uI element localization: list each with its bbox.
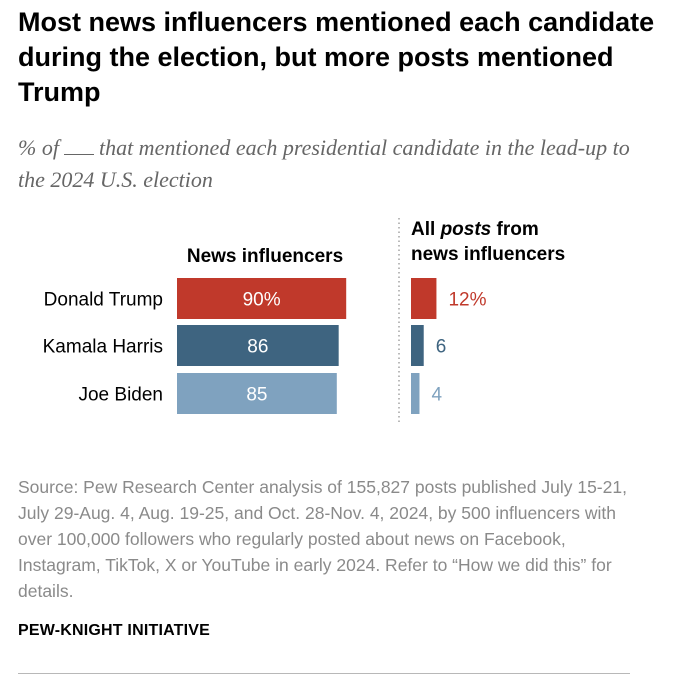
- series-header-all-posts: All posts from: [411, 219, 539, 240]
- bar-all-posts: [411, 325, 424, 366]
- brand-label: PEW-KNIGHT INITIATIVE: [18, 622, 211, 639]
- subtitle-suffix: that mentioned each presidential candida…: [18, 135, 630, 192]
- category-label: Kamala Harris: [43, 337, 163, 358]
- data-label-all-posts: 6: [436, 337, 447, 358]
- data-label-all-posts: 12%: [448, 290, 486, 311]
- data-label-news-influencers: 90%: [243, 290, 281, 311]
- data-label-all-posts: 4: [431, 385, 442, 406]
- bar-news-influencers: [177, 373, 337, 414]
- data-label-news-influencers: 86: [247, 337, 268, 358]
- data-label-news-influencers: 85: [246, 385, 267, 406]
- category-label: Joe Biden: [78, 385, 163, 406]
- series-header-news-influencers: News influencers: [187, 246, 343, 267]
- bar-all-posts: [411, 278, 437, 319]
- source-note: Source: Pew Research Center analysis of …: [18, 477, 627, 601]
- bar-news-influencers: [177, 325, 339, 366]
- series-header-all-posts-line2: news influencers: [411, 244, 565, 265]
- subtitle-blank-line: [63, 138, 94, 155]
- bottom-divider: [18, 673, 630, 674]
- category-label: Donald Trump: [44, 290, 163, 311]
- chart-subtitle: % of that mentioned each presidential can…: [18, 132, 658, 196]
- chart-panels: Donald Trump Kamala Harris Joe Biden News i…: [43, 218, 565, 422]
- bar-all-posts: [411, 373, 420, 414]
- chart-title: Most news influencers mentioned each can…: [18, 7, 655, 107]
- bar-news-influencers: [177, 278, 347, 319]
- bar-chart: Donald Trump Kamala Harris Joe Biden News i…: [43, 218, 565, 422]
- subtitle-prefix: % of: [18, 135, 59, 160]
